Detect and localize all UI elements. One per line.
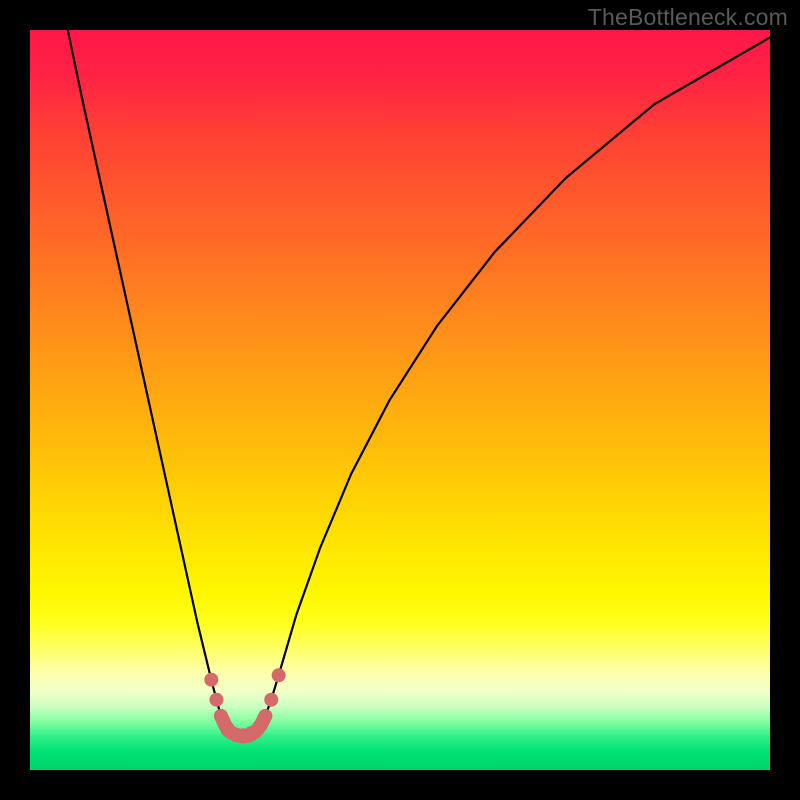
curve-valley-markers	[204, 668, 285, 742]
valley-marker-dot	[204, 673, 218, 687]
valley-marker-dot	[252, 721, 266, 735]
valley-marker-dot	[258, 709, 272, 723]
valley-marker-dot	[264, 693, 278, 707]
curve-left-branch	[68, 30, 221, 716]
valley-marker-dot	[272, 668, 286, 682]
watermark-label: TheBottleneck.com	[588, 4, 788, 31]
curve-layer	[30, 30, 770, 770]
valley-marker-dot	[214, 709, 228, 723]
curve-right-branch	[265, 37, 770, 716]
valley-marker-dot	[209, 693, 223, 707]
plot-area	[30, 30, 770, 770]
